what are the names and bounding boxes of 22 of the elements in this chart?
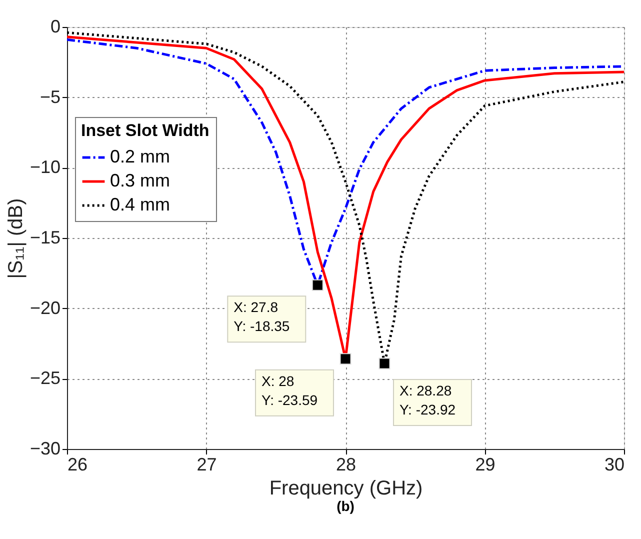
x-tick-label: 26 [68,454,88,474]
y-axis-title: |S₁₁| (dB) [4,198,27,279]
legend-title: Inset Slot Width [81,121,210,140]
legend-label: 0.4 mm [110,194,170,214]
y-tick-label: −10 [30,157,60,178]
x-tick-label: 27 [196,454,217,474]
x-tick-label: 29 [475,454,496,474]
y-tick-label: 0 [50,16,60,36]
x-tick-label: 28 [336,454,356,474]
y-tick-label: −25 [30,368,60,388]
legend-label: 0.2 mm [110,146,170,166]
text: (b) [336,498,354,514]
y-tick-label: −30 [30,438,60,458]
annotation: X: 27.8 Y: -18.35 [234,299,290,334]
y-tick-label: −5 [40,86,60,107]
y-tick-label: −20 [30,298,60,318]
x-axis-title: Frequency (GHz) [269,478,423,500]
legend-label: 0.3 mm [110,170,170,190]
y-tick-label: −15 [30,228,60,248]
annotation: X: 28 Y: -23.59 [262,372,318,408]
annotation: X: 28.28 Y: -23.92 [399,382,456,418]
x-tick-label: 30 [604,454,624,474]
